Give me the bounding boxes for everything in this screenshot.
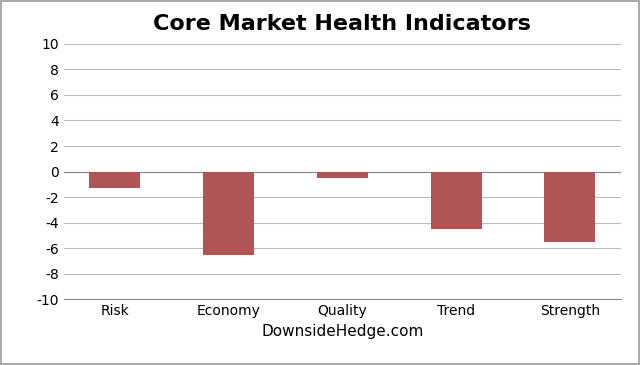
Bar <box>203 172 254 255</box>
Title: Core Market Health Indicators: Core Market Health Indicators <box>154 14 531 34</box>
Bar <box>90 172 141 188</box>
X-axis label: DownsideHedge.com: DownsideHedge.com <box>261 324 424 339</box>
Bar <box>544 172 595 242</box>
Bar <box>431 172 482 229</box>
Bar <box>317 172 368 178</box>
